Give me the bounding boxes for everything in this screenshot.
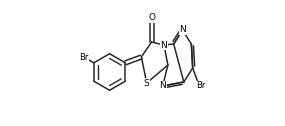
Text: Br: Br — [79, 53, 89, 62]
Text: N: N — [160, 40, 167, 50]
Text: N: N — [179, 25, 186, 35]
Text: S: S — [144, 78, 150, 87]
Text: O: O — [148, 13, 155, 23]
Text: Br: Br — [196, 82, 205, 90]
Text: N: N — [159, 82, 166, 90]
